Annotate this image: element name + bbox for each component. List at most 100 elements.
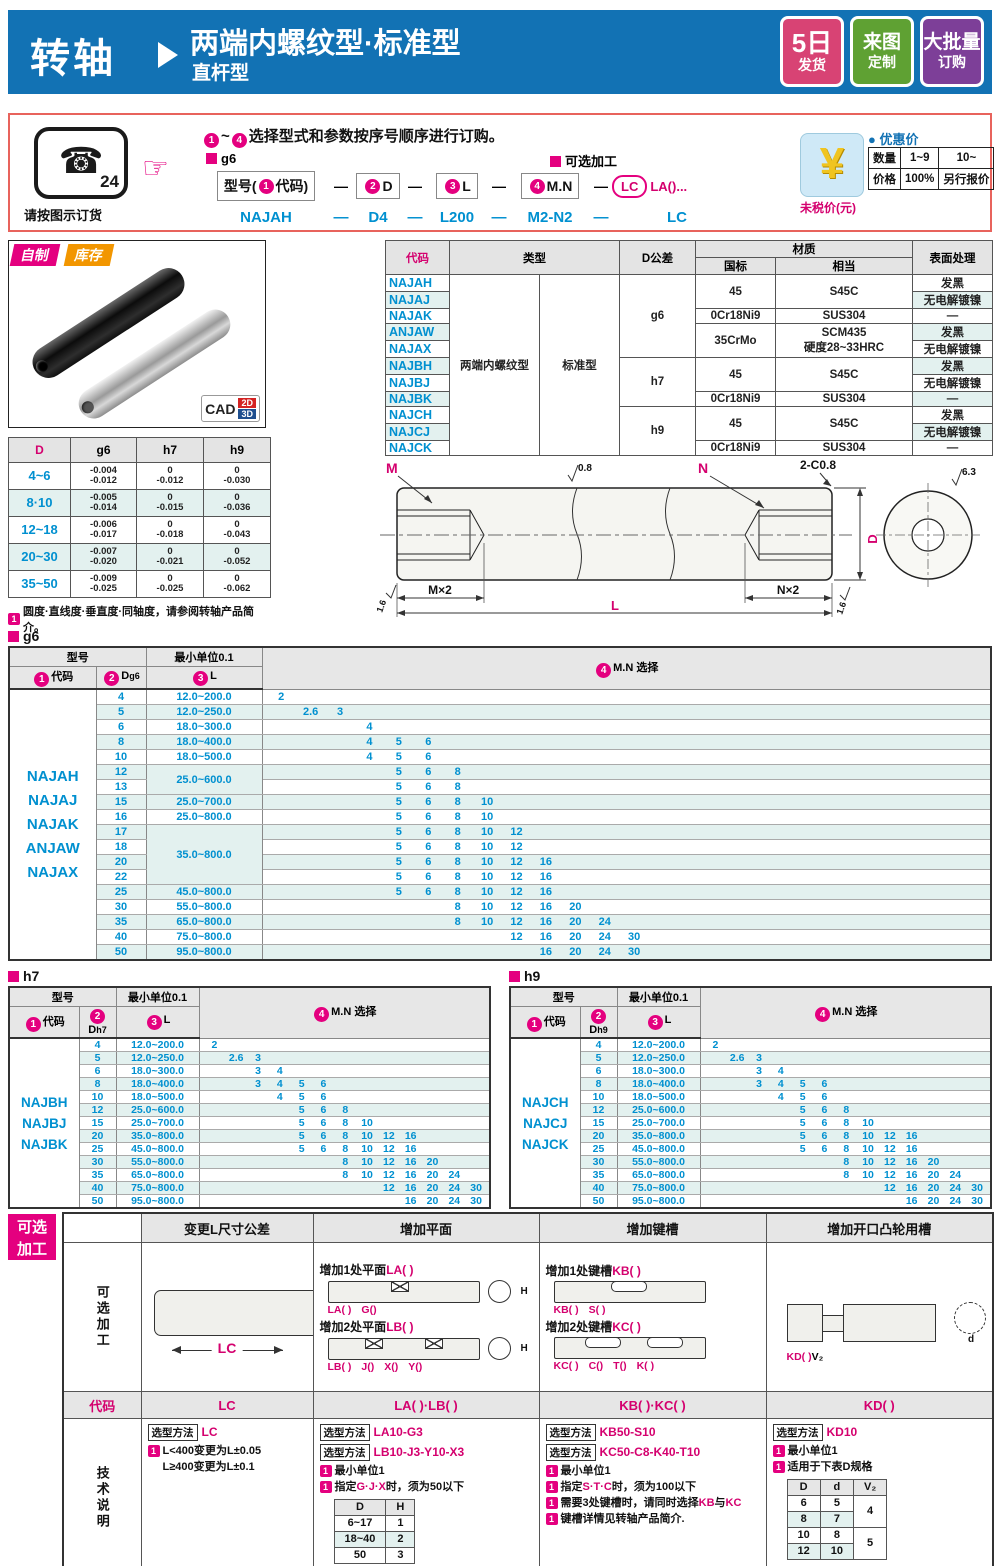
page-title: 两端内螺纹型·标准型: [190, 28, 461, 60]
d-value: 50: [79, 1194, 117, 1209]
table-header-row: 型号 最小单位0.1 4 M.N 选择: [509, 986, 992, 1039]
price-label: 价格: [868, 168, 901, 190]
row-label-process: 可选加工: [62, 1242, 142, 1392]
mn-choices: 2: [199, 1037, 490, 1052]
circled-number: 3: [647, 1015, 663, 1030]
tech-note: 1 键槽详情见转轴产品简介.: [545, 1512, 760, 1527]
table-row: 6 18.0~300.0 3 4: [510, 1064, 991, 1078]
table-row: 12 25.0~600.0 5 6 8: [510, 1103, 991, 1117]
cad-2d-label[interactable]: 2D: [238, 398, 256, 408]
l-range: 25.0~700.0: [617, 1116, 701, 1130]
l-range: 12.0~200.0: [116, 1037, 200, 1052]
price-table: 数量 1~9 10~ 价格 100% 另行报价: [868, 147, 995, 190]
model-code-list: NAJCH NAJCJ NAJCK: [510, 1037, 581, 1209]
svg-text:D: D: [865, 534, 880, 543]
table-row: NAJCH h9 45 S45C 发黑: [385, 406, 993, 456]
l-range: 18.0~300.0: [146, 719, 263, 735]
d-value: 4: [79, 1037, 117, 1052]
d-value: 30: [580, 1155, 618, 1169]
svg-text:N×2: N×2: [777, 583, 800, 597]
process-code: KD( ): [765, 1391, 994, 1419]
dot-icon: ●: [868, 132, 876, 147]
process-code: LC: [140, 1391, 314, 1419]
dh-table: D H 6~17 1 18~40 2 50 3: [333, 1498, 416, 1564]
d-value: 18: [96, 839, 147, 855]
mn-choices: 5 6 8 10 12 16: [700, 1129, 991, 1143]
table-row: NAJCH NAJCJ NAJCK 4 12.0~200.0 2: [510, 1037, 991, 1209]
promo-badge-line2: 定制: [868, 53, 896, 70]
surface-treatment: 无电解镀镍: [912, 374, 993, 392]
d-value: 12: [96, 764, 147, 780]
table-row: 代码 LC LA( )·LB( ) KB( )·KC( ) KD( ): [62, 1391, 994, 1419]
selection-method: 选型方法 KC50-C8-K40-T10: [545, 1444, 760, 1461]
pink-square-icon: [550, 156, 561, 167]
model-code: NAJAK: [385, 308, 450, 324]
model-code: NAJCK: [385, 440, 450, 456]
section-tag: h7: [8, 968, 491, 984]
d-value: 20: [79, 1129, 117, 1143]
process-column-header: 增加开口凸轮用槽: [765, 1212, 994, 1243]
table-header-row: 代码 类型 D公差 材质 表面处理: [385, 240, 993, 275]
size-table-section-g6: g6 型号 最小单位0.1 4 M.N 选择 1 代码 2 Dg6 3 L NAJAH NAJAJ NA…: [8, 628, 992, 961]
promo-badge-line1: 大批量: [923, 31, 981, 53]
pink-square-icon: [8, 631, 19, 642]
mn-choices: 5 6 8 10 12 16: [262, 884, 991, 900]
table-row: 20 35.0~800.0 5 6 8 10 12 16: [9, 1129, 490, 1143]
note-icon: 1: [545, 1512, 558, 1525]
table-header-row: 型号 最小单位0.1 4 M.N 选择: [8, 646, 992, 690]
section-tag: g6: [8, 628, 992, 644]
cad-3d-label[interactable]: 3D: [238, 409, 256, 419]
table-row: 35 65.0~800.0 8 10 12 16 20 24: [9, 914, 991, 930]
d-value: 50: [96, 944, 147, 961]
circled-number: 1: [526, 1016, 542, 1032]
d-value: 8: [79, 1077, 117, 1091]
pointing-hand-icon: ☞: [142, 152, 169, 185]
keyway-slot-icon: [646, 1337, 683, 1348]
tech-note: 1 指定S·T·C时，须为100以下: [545, 1480, 760, 1495]
order-instruction: 1 ~4 选择型式和参数按序号顺序进行订购。: [202, 125, 504, 148]
page-subtitle: 直杆型: [192, 63, 250, 84]
mn-choices: 8 10 12 16 20 24: [262, 914, 991, 930]
d-value: 40: [79, 1181, 117, 1195]
l-range: 25.0~600.0: [116, 1103, 200, 1117]
circled-number: 1: [258, 178, 274, 194]
promo-badge: 5日 发货: [780, 16, 844, 87]
flat-mark-icon: [364, 1337, 383, 1349]
table-row: 价格 100% 另行报价: [868, 168, 995, 190]
d-value: 25: [580, 1142, 618, 1156]
d-value: 5: [580, 1051, 618, 1065]
d-value: 35: [79, 1168, 117, 1182]
mn-choices: 5 6 8 10: [262, 794, 991, 810]
table-row: 15 25.0~700.0 5 6 8 10: [9, 794, 991, 810]
page-header: 转轴 两端内螺纹型·标准型 直杆型 5日 发货 来图 定制 大批量 订购: [8, 10, 992, 94]
d-value: 10: [79, 1090, 117, 1104]
keyway-slot-icon: [584, 1337, 621, 1348]
d-value: 6: [79, 1064, 117, 1078]
mn-choices: 2.6 3: [700, 1051, 991, 1065]
mn-choices: 5 6 8 10 12 16: [199, 1129, 490, 1143]
svg-text:M: M: [386, 460, 398, 476]
table-row: 25 45.0~800.0 5 6 8 10 12 16: [510, 1142, 991, 1156]
table-header-row: 变更L尺寸公差 增加平面 增加键槽 增加开口凸轮用槽: [62, 1212, 994, 1243]
model-code: NAJBJ: [385, 374, 450, 392]
tolerance-note: 1 圆度·直线度·垂直度·同轴度，请参阅转轴产品简介。: [8, 603, 270, 635]
part-number-template: 型号(1 代码) —2 D —3 L —4 M.N — LC LA()...: [202, 171, 742, 201]
pn-la-options: LA()...: [650, 178, 688, 194]
l-range: 65.0~800.0: [617, 1168, 701, 1182]
d-value: 6: [580, 1064, 618, 1078]
row-label-code: 代码: [62, 1391, 142, 1419]
cad-download-badge[interactable]: CAD 2D 3D: [201, 395, 260, 422]
svg-text:1.6: 1.6: [834, 601, 848, 616]
l-range: 55.0~800.0: [116, 1155, 200, 1169]
order-caption: 请按图示订货: [24, 208, 103, 223]
surface-treatment: 无电解镀镍: [912, 423, 993, 441]
qty-range: 10~: [938, 147, 995, 169]
pn-box-model: 型号(1 代码): [216, 171, 316, 201]
l-range: 65.0~800.0: [116, 1168, 200, 1182]
qty-range: 1~9: [899, 147, 940, 169]
l-range: 12.0~250.0: [146, 704, 263, 720]
size-table-section-h9: h9 型号 最小单位0.1 4 M.N 选择 1 代码 2Dh9 3 L NAJCH NAJCJ NA…: [509, 968, 992, 1209]
mn-choices: 5 6 8 10 12 16: [199, 1142, 490, 1156]
